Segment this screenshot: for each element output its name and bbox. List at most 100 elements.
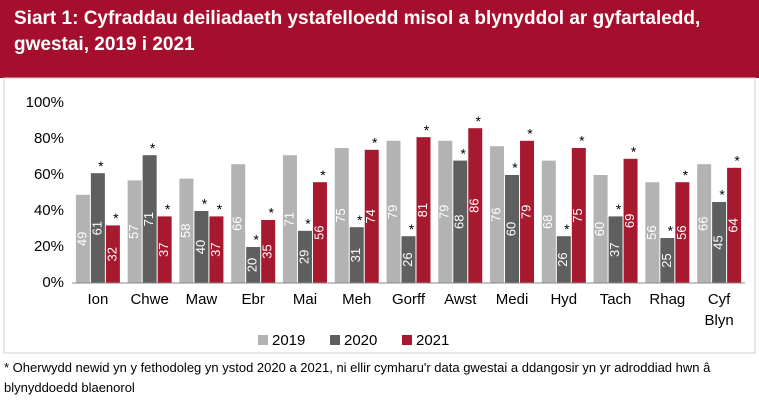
value-label: 66	[696, 216, 711, 230]
bar	[490, 146, 505, 283]
x-tick-label: Ebr	[241, 291, 265, 308]
footnote-wrap: * Oherwydd newid yn y fethodoleg yn ysto…	[4, 360, 710, 395]
note-mark: *	[98, 158, 104, 174]
note-mark: *	[616, 201, 622, 217]
note-mark: *	[424, 122, 430, 138]
value-label: 37	[156, 242, 171, 256]
value-label: 75	[333, 208, 348, 222]
value-label: 32	[104, 247, 119, 261]
value-label: 20	[245, 258, 260, 272]
x-tick-label: Cyf Blyn	[704, 291, 734, 329]
x-tick-wrap: Maw	[186, 291, 218, 308]
bar	[623, 158, 638, 283]
value-label: 64	[726, 218, 741, 232]
bar	[105, 225, 120, 283]
x-tick-label: Ion	[87, 291, 109, 308]
note-mark: *	[372, 135, 378, 151]
value-label: 26	[400, 252, 415, 266]
x-tick-wrap: Tach	[599, 291, 632, 308]
bar	[645, 182, 660, 283]
bar	[675, 182, 690, 283]
x-tick-label: Mai	[292, 291, 318, 308]
value-label: 40	[193, 240, 208, 254]
note-mark: *	[409, 221, 415, 237]
y-tick-label: 80%	[34, 130, 64, 147]
bar	[142, 155, 157, 283]
legend-swatch	[330, 335, 340, 345]
x-tick-wrap: Medi	[495, 291, 529, 308]
x-tick-label: Gorff	[391, 291, 426, 308]
bar	[90, 173, 105, 283]
value-label: 86	[467, 198, 482, 212]
bar	[468, 128, 483, 283]
bar	[297, 230, 312, 283]
bar	[541, 160, 556, 283]
note-mark: *	[305, 216, 311, 232]
x-tick-wrap: Mai	[292, 291, 318, 308]
value-label: 56	[674, 225, 689, 239]
value-label: 57	[126, 224, 141, 238]
legend-swatch	[402, 335, 412, 345]
chart-frame	[3, 77, 756, 354]
note-mark: *	[150, 140, 156, 156]
x-tick-wrap: Hyd	[550, 291, 578, 308]
x-tick-wrap: Rhag	[649, 291, 685, 308]
value-label: 71	[281, 212, 296, 226]
note-mark: *	[217, 201, 223, 217]
note-mark: *	[668, 223, 674, 239]
y-tick-label: 60%	[34, 166, 64, 183]
bar	[312, 182, 327, 283]
bar	[194, 211, 209, 283]
bar	[401, 236, 416, 283]
title-wrap: Siart 1: Cyfraddau deiliadaeth ystafello…	[14, 8, 701, 55]
value-label: 45	[711, 235, 726, 249]
value-label: 37	[208, 242, 223, 256]
legend-label: 2020	[344, 332, 377, 349]
x-tick-label: Tach	[599, 291, 632, 308]
note-mark: *	[719, 187, 725, 203]
bar	[386, 140, 401, 283]
x-tick-wrap: Gorff	[391, 291, 426, 308]
bar	[660, 238, 675, 283]
note-mark: *	[512, 160, 518, 176]
x-tick-label: Hyd	[550, 291, 578, 308]
note-mark: *	[527, 126, 533, 142]
y-tick-label: 20%	[34, 238, 64, 255]
value-label: 35	[260, 244, 275, 258]
value-label: 26	[555, 252, 570, 266]
bar	[157, 216, 172, 283]
bar	[231, 164, 246, 283]
x-tick-label: Chwe	[130, 291, 169, 308]
x-tick-wrap: Ebr	[241, 291, 265, 308]
legend-label: 2021	[416, 332, 449, 349]
value-label: 66	[230, 216, 245, 230]
value-label: 74	[363, 209, 378, 223]
bar	[209, 216, 224, 283]
value-label: 71	[141, 212, 156, 226]
bar	[505, 175, 520, 283]
bar	[282, 155, 297, 283]
value-label: 79	[385, 205, 400, 219]
x-tick-wrap: Ion	[87, 291, 109, 308]
note-mark: *	[165, 201, 171, 217]
note-mark: *	[357, 212, 363, 228]
value-label: 68	[540, 215, 555, 229]
note-mark: *	[476, 113, 482, 129]
chart-title: Siart 1: Cyfraddau deiliadaeth ystafello…	[14, 8, 701, 55]
note-mark: *	[683, 167, 689, 183]
bar	[416, 137, 431, 283]
legend-swatch	[258, 335, 268, 345]
value-label: 79	[437, 205, 452, 219]
bar	[556, 236, 571, 283]
value-label: 56	[644, 225, 659, 239]
value-label: 61	[89, 221, 104, 235]
note-mark: *	[564, 221, 570, 237]
note-mark: *	[579, 133, 585, 149]
y-tick-label: 40%	[34, 202, 64, 219]
bar	[520, 140, 535, 283]
bar	[364, 149, 379, 283]
x-tick-label: Medi	[495, 291, 529, 308]
bar	[349, 227, 364, 283]
value-label: 60	[503, 222, 518, 236]
